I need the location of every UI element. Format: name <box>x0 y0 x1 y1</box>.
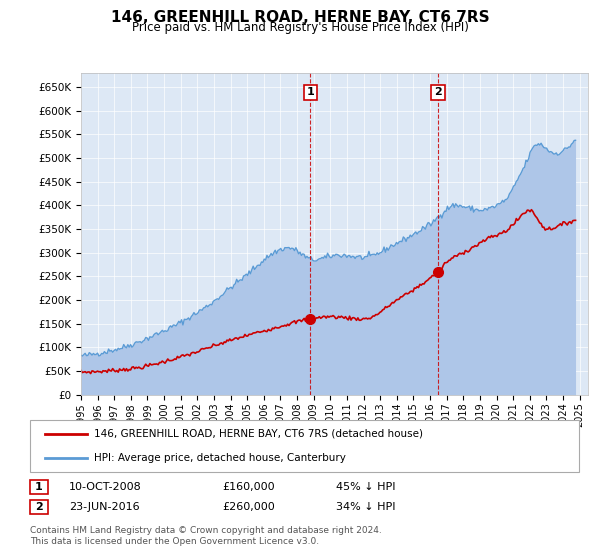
Text: 2: 2 <box>434 87 442 97</box>
Text: 2: 2 <box>35 502 43 512</box>
Text: 23-JUN-2016: 23-JUN-2016 <box>69 502 140 512</box>
Text: 1: 1 <box>35 482 43 492</box>
Text: 10-OCT-2008: 10-OCT-2008 <box>69 482 142 492</box>
Text: 146, GREENHILL ROAD, HERNE BAY, CT6 7RS (detached house): 146, GREENHILL ROAD, HERNE BAY, CT6 7RS … <box>94 429 423 439</box>
Text: HPI: Average price, detached house, Canterbury: HPI: Average price, detached house, Cant… <box>94 452 346 463</box>
Text: 1: 1 <box>307 87 314 97</box>
Text: 146, GREENHILL ROAD, HERNE BAY, CT6 7RS: 146, GREENHILL ROAD, HERNE BAY, CT6 7RS <box>110 10 490 25</box>
Text: Contains HM Land Registry data © Crown copyright and database right 2024.
This d: Contains HM Land Registry data © Crown c… <box>30 526 382 546</box>
Text: £160,000: £160,000 <box>222 482 275 492</box>
Text: 45% ↓ HPI: 45% ↓ HPI <box>336 482 395 492</box>
Text: 34% ↓ HPI: 34% ↓ HPI <box>336 502 395 512</box>
Text: Price paid vs. HM Land Registry's House Price Index (HPI): Price paid vs. HM Land Registry's House … <box>131 21 469 34</box>
Text: £260,000: £260,000 <box>222 502 275 512</box>
